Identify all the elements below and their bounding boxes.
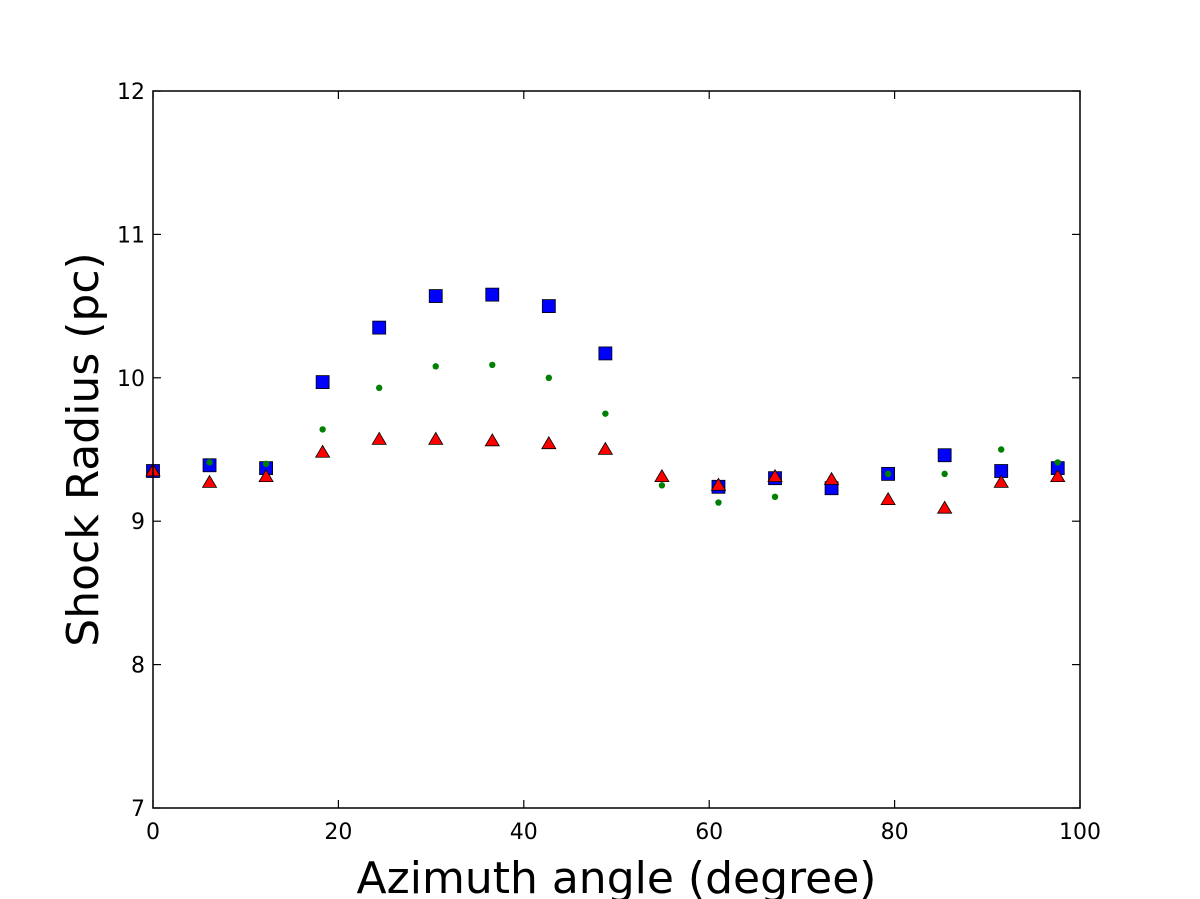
data-point-triangle [541, 435, 557, 450]
x-tick-label: 100 [1059, 820, 1101, 845]
y-tick-label: 7 [131, 797, 145, 822]
data-point-triangle [371, 431, 387, 445]
series-triangle [145, 431, 1066, 514]
data-point-triangle [993, 474, 1009, 488]
data-point-circle [489, 361, 496, 369]
x-axis-label: Azimuth angle (degree) [357, 853, 877, 899]
data-point-circle [545, 374, 553, 381]
data-point-triangle [767, 468, 783, 483]
data-point-circle [715, 499, 722, 506]
data-point-circle [375, 384, 383, 392]
data-point-circle [602, 410, 609, 417]
y-tick-label: 10 [117, 367, 145, 392]
data-point-square [428, 289, 443, 303]
data-point-circle [319, 426, 326, 433]
data-point-triangle [597, 441, 614, 455]
series-square [146, 287, 1065, 496]
axis-tick-labels: 0 20 40 60 80 100 7 8 9 10 11 12 [117, 80, 1101, 845]
data-point-triangle [201, 474, 218, 488]
data-point-circle [998, 446, 1005, 453]
data-point-triangle [258, 468, 274, 483]
data-point-triangle [654, 468, 670, 483]
data-point-circle [432, 363, 439, 370]
data-point-circle [771, 493, 779, 501]
data-point-triangle [484, 433, 500, 447]
data-points [145, 287, 1066, 514]
data-point-triangle [428, 431, 444, 445]
data-point-circle [884, 470, 892, 478]
data-point-square [485, 287, 500, 302]
data-point-square [315, 375, 330, 390]
data-point-square [598, 346, 613, 361]
y-tick-label: 11 [117, 223, 145, 248]
y-axis-label: Shock Radius (pc) [58, 252, 109, 646]
data-point-square [937, 448, 952, 463]
y-tick-label: 9 [131, 510, 145, 535]
data-point-triangle [710, 477, 727, 491]
x-tick-label: 80 [881, 820, 909, 845]
data-point-triangle [314, 444, 331, 458]
x-tick-label: 0 [146, 820, 160, 845]
x-tick-label: 40 [510, 820, 538, 845]
data-point-circle [206, 459, 213, 466]
plot-frame [152, 90, 1081, 809]
data-point-square [372, 320, 387, 335]
data-point-circle [658, 482, 666, 489]
x-tick-label: 60 [695, 820, 723, 845]
data-point-triangle [880, 491, 896, 505]
data-point-circle [1054, 459, 1061, 466]
x-tick-label: 20 [324, 820, 352, 845]
data-point-circle [941, 470, 948, 478]
data-point-triangle [1050, 468, 1066, 483]
data-point-triangle [936, 500, 953, 514]
data-point-circle [262, 460, 270, 468]
y-tick-label: 12 [117, 80, 145, 105]
y-tick-label: 8 [131, 654, 145, 679]
series-circle [149, 361, 1061, 506]
data-point-square [541, 299, 556, 314]
data-point-triangle [823, 471, 840, 485]
